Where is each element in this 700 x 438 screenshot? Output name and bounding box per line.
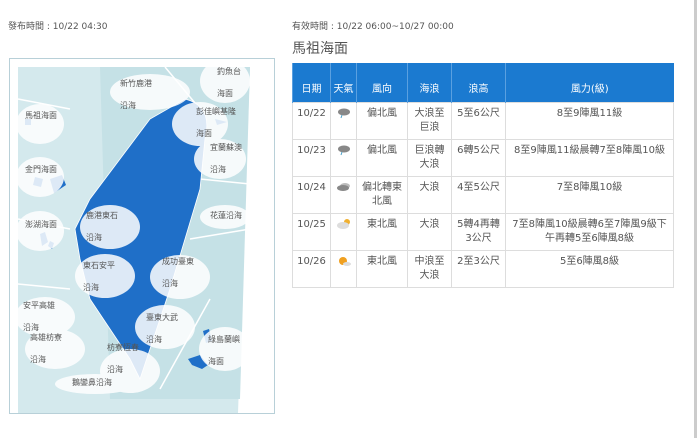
map-label-dongshi-anping[interactable]: 東石安平 沿海 — [83, 261, 115, 292]
map-label-hualien[interactable]: 花蓮沿海 — [210, 211, 242, 220]
header-wave: 海浪 — [407, 63, 452, 102]
map-label-anping-kaohsiung[interactable]: 安平高雄 沿海 — [23, 301, 55, 332]
cell-wave-height: 5轉4再轉3公尺 — [451, 212, 506, 251]
table-row: 10/25 東北風 大浪 5轉4再轉3公尺 7至8陣風10級晨轉6至7陣風9級下午再轉5… — [292, 212, 674, 251]
cell-wind-direction: 偏北風 — [356, 138, 408, 177]
cell-wave-height: 5至6公尺 — [451, 101, 506, 140]
cloudy-rain-icon — [337, 145, 351, 159]
cell-wave: 巨浪轉大浪 — [407, 138, 452, 177]
cell-weather — [330, 212, 357, 251]
cell-wind-force: 5至6陣風8級 — [505, 249, 674, 288]
table-row: 10/24 偏北轉東北風 大浪 4至5公尺 7至8陣風10級 — [292, 175, 674, 214]
cell-wave: 大浪 — [407, 212, 452, 251]
cell-weather — [330, 175, 357, 214]
cell-date: 10/25 — [292, 212, 331, 251]
map-label-kinmen[interactable]: 金門海面 — [25, 165, 57, 174]
cell-wind-direction: 偏北風 — [356, 101, 408, 140]
cell-weather — [330, 249, 357, 288]
cell-wave-height: 4至5公尺 — [451, 175, 506, 214]
map-label-eluanbi[interactable]: 鵝鑾鼻沿海 — [72, 378, 112, 387]
cell-date: 10/22 — [292, 101, 331, 140]
cell-wave-height: 6轉5公尺 — [451, 138, 506, 177]
map-label-taitung-dawu[interactable]: 臺東大武 沿海 — [146, 313, 178, 344]
cell-weather — [330, 138, 357, 177]
cell-date: 10/26 — [292, 249, 331, 288]
cell-wind-force: 8至9陣風11級 — [505, 101, 674, 140]
cell-wind-direction: 東北風 — [356, 212, 408, 251]
cell-wave: 大浪 — [407, 175, 452, 214]
cell-wind-force: 7至8陣風10級 — [505, 175, 674, 214]
scrollbar[interactable] — [694, 0, 697, 438]
taiwan-map-graphic — [15, 59, 251, 413]
cloudy-sun-icon — [336, 218, 351, 233]
cell-date: 10/24 — [292, 175, 331, 214]
map-label-pengjia-keelung[interactable]: 彭佳嶼基隆 海面 — [196, 107, 236, 138]
cell-wind-direction: 東北風 — [356, 249, 408, 288]
table-row: 10/22 偏北風 大浪至巨浪 5至6公尺 8至9陣風11級 — [292, 101, 674, 140]
table-row: 10/23 偏北風 巨浪轉大浪 6轉5公尺 8至9陣風11級晨轉7至8陣風10級 — [292, 138, 674, 177]
forecast-table: 日期 天氣 風向 海浪 浪高 風力(級) 10/22 偏北風 大浪至巨浪 5至6公尺 8… — [292, 63, 674, 288]
map-label-penghu[interactable]: 澎湖海面 — [25, 220, 57, 229]
cell-date: 10/23 — [292, 138, 331, 177]
map-label-matsu[interactable]: 馬祖海面 — [25, 111, 57, 120]
sea-area-map: 新竹鹿港 沿海 釣魚台 海面 彭佳嶼基隆 海面 宜蘭蘇澳 沿海 花蓮沿海 馬祖海面 金門… — [9, 58, 275, 414]
header-wind-direction: 風向 — [356, 63, 408, 102]
map-label-kaohsiung-fangliao[interactable]: 高雄枋寮 沿海 — [30, 333, 62, 364]
map-label-ludao-lanyu[interactable]: 綠島蘭嶼 海面 — [208, 335, 240, 366]
header-wind-force: 風力(級) — [505, 63, 674, 102]
map-label-lukang-dongshi[interactable]: 鹿港東石 沿海 — [86, 211, 118, 242]
map-label-hsinchu-lukang[interactable]: 新竹鹿港 沿海 — [120, 79, 152, 110]
cell-wind-direction: 偏北轉東北風 — [356, 175, 408, 214]
valid-time: 有效時間 : 10/22 06:00~10/27 00:00 — [292, 22, 454, 32]
header-date: 日期 — [292, 63, 331, 102]
table-row: 10/26 東北風 中浪至大浪 2至3公尺 5至6陣風8級 — [292, 249, 674, 288]
cell-wave-height: 2至3公尺 — [451, 249, 506, 288]
cell-wave: 大浪至巨浪 — [407, 101, 452, 140]
table-header-row: 日期 天氣 風向 海浪 浪高 風力(級) — [292, 63, 674, 102]
map-label-fangliao-hengchun[interactable]: 枋寮恆春 沿海 — [107, 343, 139, 374]
map-label-chenggong-taitung[interactable]: 成功臺東 沿海 — [162, 257, 194, 288]
sunny-cloud-icon — [337, 256, 351, 270]
cloudy-icon — [336, 182, 351, 196]
cell-wave: 中浪至大浪 — [407, 249, 452, 288]
cell-wind-force: 8至9陣風11級晨轉7至8陣風10級 — [505, 138, 674, 177]
map-label-yilan-suao[interactable]: 宜蘭蘇澳 沿海 — [210, 143, 242, 174]
cloudy-rain-icon — [337, 108, 351, 122]
header-weather: 天氣 — [330, 63, 357, 102]
cell-weather — [330, 101, 357, 140]
header-wave-height: 浪高 — [451, 63, 506, 102]
issue-time: 發布時間 : 10/22 04:30 — [8, 22, 108, 32]
map-label-diaoyutai[interactable]: 釣魚台 海面 — [217, 67, 241, 98]
cell-wind-force: 7至8陣風10級晨轉6至7陣風9級下午再轉5至6陣風8級 — [505, 212, 674, 251]
area-title: 馬祖海面 — [292, 41, 348, 57]
